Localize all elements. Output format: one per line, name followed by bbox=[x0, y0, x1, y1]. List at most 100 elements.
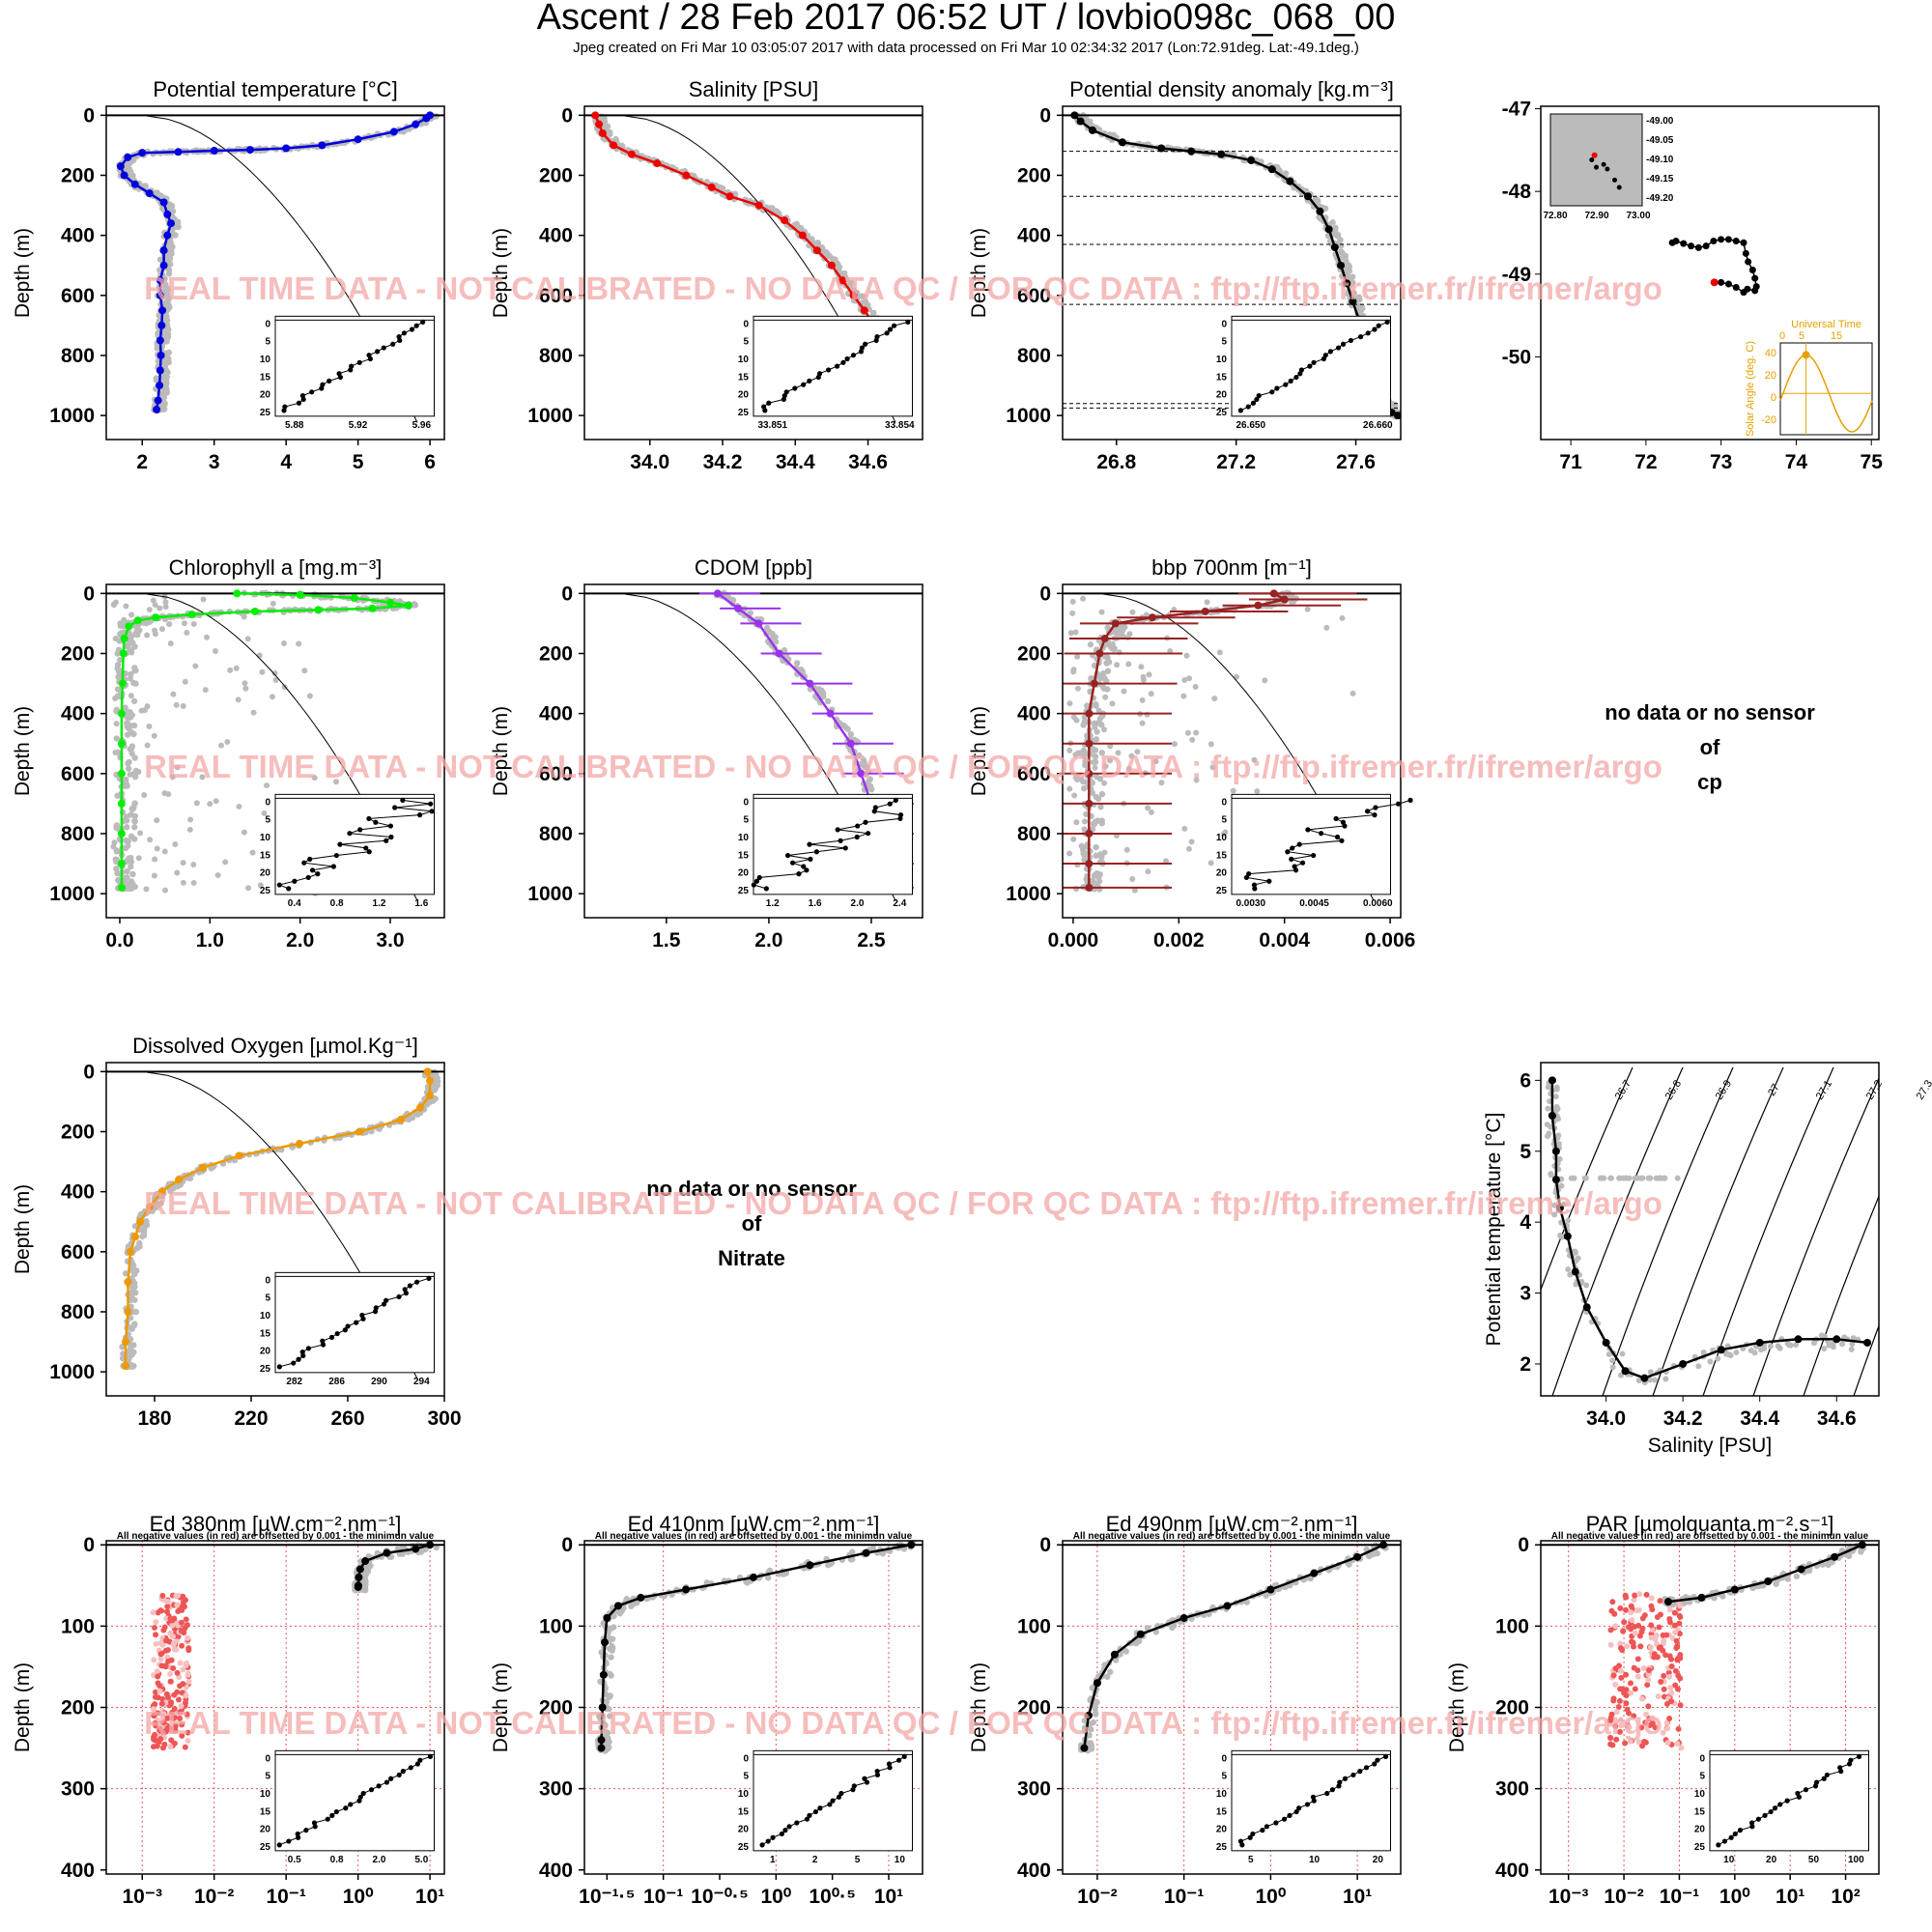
negative-point bbox=[1644, 1682, 1651, 1689]
profile-point bbox=[187, 611, 196, 619]
inset-y-label: 0 bbox=[743, 1753, 749, 1764]
history-point bbox=[1545, 1084, 1551, 1091]
history-point bbox=[1609, 1357, 1616, 1364]
y-axis-label: Depth (m) bbox=[968, 228, 990, 318]
panel-temp: Potential temperature [°C]02004006008001… bbox=[12, 77, 445, 473]
inset-point bbox=[276, 1364, 282, 1370]
y-axis-label: Depth (m) bbox=[490, 1662, 512, 1752]
y-tick-label: 100 bbox=[1495, 1615, 1529, 1637]
negative-point bbox=[154, 1667, 160, 1674]
history-point bbox=[131, 812, 139, 820]
negative-point bbox=[1660, 1729, 1666, 1736]
inset-y-label: -49.15 bbox=[1646, 174, 1674, 185]
history-point bbox=[1098, 671, 1106, 678]
inset-y-label: 20 bbox=[1216, 1825, 1228, 1835]
x-tick-label: 10⁻³ bbox=[1548, 1886, 1588, 1908]
inset-y-label: 25 bbox=[260, 408, 271, 418]
profile-point bbox=[389, 128, 398, 136]
history-point bbox=[1139, 720, 1146, 726]
history-point bbox=[117, 623, 124, 630]
history-point bbox=[131, 1270, 138, 1278]
inset-y-label: -49.05 bbox=[1646, 135, 1674, 146]
history-point bbox=[236, 803, 242, 810]
history-point bbox=[1251, 756, 1258, 763]
inset-y-label: 15 bbox=[260, 372, 271, 383]
inset-y-label: 25 bbox=[260, 886, 271, 896]
x-tick-label: 10¹ bbox=[1776, 1886, 1804, 1908]
history-point bbox=[819, 694, 827, 700]
isopycnal bbox=[1853, 1323, 1879, 1396]
profile-line bbox=[1088, 592, 1289, 888]
profile-point bbox=[860, 306, 868, 315]
x-tick-label: 10⁻¹ bbox=[1164, 1886, 1204, 1908]
inset-y-label: 5 bbox=[265, 337, 270, 348]
negative-point bbox=[1641, 1738, 1648, 1745]
profile-line bbox=[120, 592, 409, 888]
negative-point bbox=[1643, 1591, 1650, 1598]
y-axis-label: Depth (m) bbox=[968, 1662, 990, 1752]
history-point bbox=[1080, 722, 1087, 728]
solar-frame bbox=[1779, 342, 1873, 436]
profile-point bbox=[1797, 1565, 1805, 1574]
history-point bbox=[1189, 736, 1196, 743]
y-tick-label: 0 bbox=[561, 1534, 573, 1556]
negative-point bbox=[1626, 1624, 1633, 1631]
inset-x-label: 5.96 bbox=[412, 420, 432, 431]
history-point bbox=[128, 649, 135, 656]
history-point bbox=[1093, 793, 1100, 801]
history-point bbox=[1094, 728, 1100, 735]
plot-area bbox=[1063, 589, 1401, 901]
inset-x-label: 72.80 bbox=[1543, 211, 1567, 221]
history-point bbox=[1069, 598, 1076, 605]
history-point bbox=[227, 667, 234, 673]
plot-area bbox=[1541, 1541, 1879, 1874]
inset-line bbox=[763, 321, 909, 412]
inset-y-label: 0 bbox=[1699, 1753, 1705, 1764]
history-point bbox=[165, 267, 173, 273]
history-point bbox=[1134, 749, 1141, 755]
inset-x-label: 2 bbox=[812, 1855, 818, 1865]
profile-point bbox=[159, 246, 168, 255]
history-point bbox=[134, 631, 141, 639]
negative-point bbox=[1634, 1673, 1641, 1680]
history-point bbox=[301, 668, 308, 674]
inset-y-label: 0 bbox=[1221, 1753, 1227, 1764]
history-point bbox=[1192, 683, 1199, 690]
profile-point bbox=[1217, 150, 1226, 158]
negative-point bbox=[157, 1736, 164, 1743]
profile-series bbox=[117, 589, 412, 892]
negative-point bbox=[1612, 1665, 1619, 1672]
negative-point bbox=[1631, 1713, 1637, 1719]
inset-y-label: 25 bbox=[1694, 1842, 1706, 1853]
inset-y-label: 5 bbox=[1221, 1772, 1227, 1782]
negative-point bbox=[164, 1598, 171, 1605]
inset-current bbox=[1591, 152, 1598, 158]
profile-point bbox=[120, 171, 128, 180]
history-point bbox=[1171, 741, 1178, 748]
profile-point bbox=[1110, 1650, 1119, 1659]
history-point bbox=[128, 611, 135, 618]
history-point bbox=[1078, 842, 1085, 849]
inset-y-label: -49.20 bbox=[1646, 193, 1674, 204]
negative-point bbox=[1668, 1656, 1675, 1662]
profile-point bbox=[156, 366, 164, 375]
history-point bbox=[1733, 1350, 1740, 1356]
profile-point bbox=[1337, 261, 1346, 270]
history-point bbox=[162, 604, 169, 611]
negative-point bbox=[1617, 1667, 1624, 1674]
isopycnal bbox=[1652, 1066, 1784, 1396]
inset-point bbox=[276, 1842, 282, 1848]
negative-point bbox=[1607, 1734, 1614, 1741]
inset-x-label: 10 bbox=[1723, 1855, 1735, 1865]
history-point bbox=[1070, 836, 1077, 842]
history-point bbox=[1088, 675, 1094, 682]
negative-point bbox=[153, 1722, 159, 1729]
history-point bbox=[362, 1572, 369, 1578]
profile-point bbox=[838, 276, 847, 285]
negative-point bbox=[1632, 1686, 1638, 1692]
profile-point bbox=[1157, 144, 1166, 153]
history-point bbox=[1110, 131, 1117, 138]
track-point bbox=[1710, 278, 1719, 287]
profile-point bbox=[1187, 147, 1196, 156]
